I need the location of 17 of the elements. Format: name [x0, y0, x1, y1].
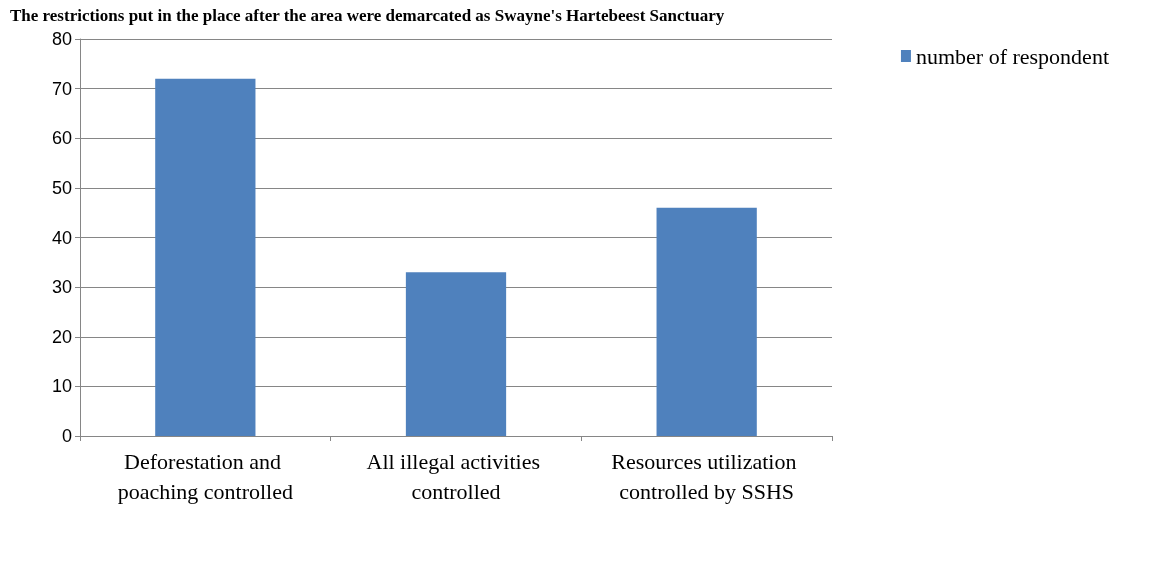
bar: [155, 78, 256, 436]
y-tick-label: 30: [51, 277, 72, 298]
x-tick-label: Resources utilization controlled by SSHS: [611, 448, 802, 504]
y-tick-label: 60: [51, 128, 72, 149]
y-tick-label: 0: [61, 426, 72, 446]
y-tick-label: 80: [51, 29, 72, 49]
chart-title: The restrictions put in the place after the area were demarcated as Swayne's Hartebeest Sanctuary: [10, 6, 725, 25]
y-tick-label: 10: [51, 376, 72, 397]
x-tick-label: All illegal activities controlled: [366, 448, 546, 504]
legend-label: number of respondent: [915, 43, 1109, 69]
y-tick-label: 50: [51, 177, 72, 198]
y-tick-label: 40: [51, 227, 72, 248]
x-tick-label: Deforestation and poaching controlled: [117, 448, 294, 504]
bar: [405, 272, 507, 436]
y-tick-label: 20: [51, 326, 72, 347]
y-tick-label: 70: [51, 78, 72, 99]
bar: [656, 207, 757, 436]
